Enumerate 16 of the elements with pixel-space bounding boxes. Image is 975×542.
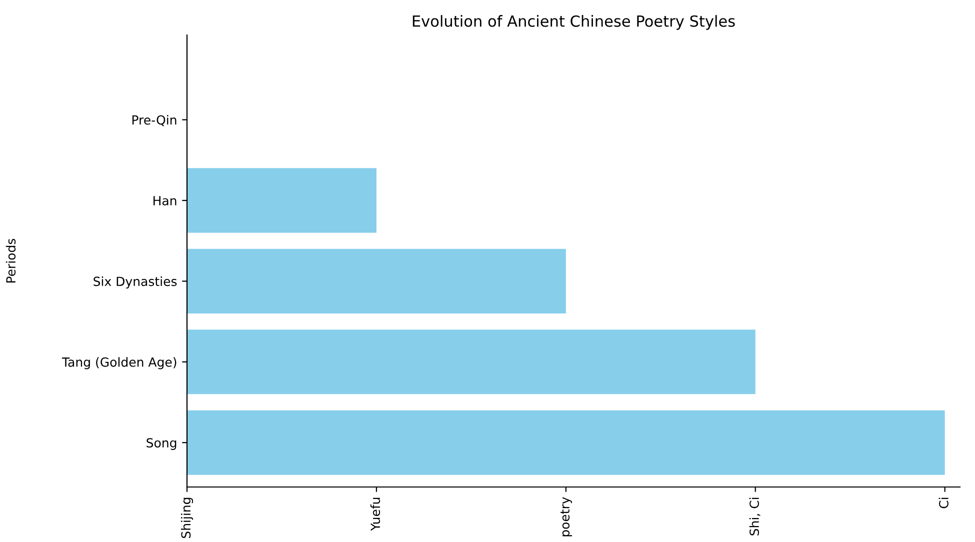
bar [187, 168, 376, 233]
bar [187, 330, 756, 394]
text: Shijing [180, 498, 194, 538]
y-tick-label: Tang (Golden Age) [62, 357, 176, 370]
y-axis-title: Periods [6, 238, 16, 283]
bar [187, 410, 945, 475]
bar [187, 248, 566, 314]
text: Shi, Ci [749, 498, 760, 536]
y-tick-label: Six Dynasties [94, 276, 177, 289]
chart-title: Evolution of Ancient Chinese Poetry Styles [412, 15, 735, 30]
text: Yuefu [370, 498, 380, 531]
text: poetry [560, 497, 572, 536]
y-tick-label: Pre-Qin [132, 115, 176, 126]
text: Ci [938, 498, 948, 508]
y-tick-label: Han [154, 196, 176, 206]
y-tick-label: Song [146, 438, 176, 450]
